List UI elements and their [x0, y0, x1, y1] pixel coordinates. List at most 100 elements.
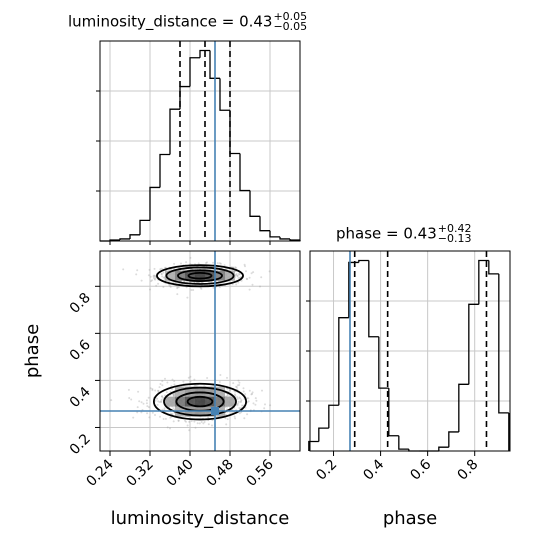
scatter-point: [238, 407, 241, 409]
scatter-point: [252, 402, 255, 405]
title-plus: +0.42: [437, 222, 472, 235]
scatter-point: [160, 401, 163, 403]
scatter-point: [137, 390, 140, 393]
scatter-point: [238, 384, 241, 386]
scatter-point: [250, 272, 253, 275]
scatter-point: [185, 261, 188, 264]
scatter-point: [145, 402, 148, 405]
scatter-point: [196, 422, 199, 425]
xlabel-luminosity-distance: luminosity_distance: [111, 508, 290, 529]
scatter-point: [173, 383, 176, 386]
density-cell: [205, 386, 215, 397]
scatter-point: [159, 415, 161, 418]
scatter-point: [251, 391, 254, 394]
scatter-point: [259, 285, 261, 288]
scatter-point: [224, 267, 227, 270]
ytick-label-phase: 0.4: [67, 384, 94, 411]
scatter-point: [198, 422, 201, 425]
scatter-point: [235, 385, 238, 388]
scatter-point: [238, 273, 240, 275]
scatter-point: [161, 395, 164, 398]
scatter-point: [152, 276, 155, 279]
scatter-point: [190, 420, 193, 422]
scatter-point: [235, 283, 238, 286]
scatter-point: [176, 293, 179, 296]
hist-phase-bin: [488, 260, 499, 275]
scatter-point: [250, 393, 253, 396]
scatter-point: [235, 386, 238, 389]
scatter-point: [238, 381, 241, 384]
density-cell: [215, 396, 225, 407]
scatter-point: [146, 412, 149, 415]
scatter-point: [210, 280, 213, 283]
scatter-point: [193, 420, 196, 423]
scatter-point: [154, 414, 156, 416]
scatter-point: [162, 286, 165, 288]
scatter-point: [236, 275, 239, 277]
scatter-point: [158, 401, 161, 404]
ticks-layer: 0.24 0.32 0.40 0.48 0.56 0.2 0.4 0.6 0.8 0.2 0.4 0.…: [67, 90, 482, 490]
scatter-point: [254, 403, 257, 406]
xtick-label-luminosity-distance: 0.40: [163, 457, 196, 490]
title-plus: +0.05: [273, 10, 308, 23]
title-name: phase: [336, 224, 382, 243]
hist-luminosity-distance-bin: [179, 85, 190, 110]
scatter-point: [173, 394, 175, 397]
hist-phase-bin: [308, 440, 319, 451]
scatter-point: [251, 283, 254, 286]
hist-luminosity-distance-bin: [239, 153, 250, 192]
scatter-point: [237, 400, 240, 403]
contour-line: [186, 395, 214, 408]
title-name: luminosity_distance: [68, 12, 217, 31]
scatter-point: [223, 264, 226, 267]
scatter-point: [148, 268, 151, 271]
scatter-point: [163, 407, 166, 410]
scatter-point: [245, 270, 247, 273]
scatter-point: [252, 271, 255, 274]
hist-phase-bin: [328, 404, 339, 429]
scatter-point: [240, 279, 243, 282]
hist-phase-bin: [448, 431, 459, 448]
scatter-point: [136, 269, 139, 272]
scatter-point: [160, 273, 163, 276]
scatter-point: [237, 277, 240, 279]
scatter-point: [216, 262, 219, 265]
scatter-point: [147, 396, 150, 399]
xtick-label-phase: 0.6: [407, 456, 434, 483]
scatter-point: [261, 389, 263, 392]
scatter-point: [122, 268, 125, 271]
scatter-point: [153, 267, 156, 270]
scatter-point: [158, 386, 161, 389]
scatter-point: [154, 389, 157, 392]
ytick-label-phase: 0.8: [67, 290, 94, 317]
scatter-point: [236, 384, 239, 387]
density-cell: [215, 270, 225, 281]
scatter-point: [254, 397, 257, 400]
scatter-point: [242, 390, 245, 393]
scatter-point: [171, 413, 174, 416]
scatter-point: [154, 278, 157, 281]
density-cell: [165, 396, 175, 407]
xtick-label-phase: 0.8: [454, 457, 481, 484]
scatter-point: [176, 286, 179, 289]
scatter-point: [246, 278, 249, 281]
scatter-point: [168, 284, 171, 287]
scatter-point: [177, 419, 180, 422]
scatter-point: [219, 262, 222, 265]
contour-line: [177, 269, 223, 283]
scatter-point: [219, 374, 222, 376]
hist-phase-bin: [498, 273, 509, 414]
scatter-point: [236, 274, 239, 277]
contour-line: [165, 266, 235, 285]
scatter-point: [147, 274, 150, 277]
hist-luminosity-distance-bin: [219, 78, 230, 111]
xtick-label-phase: 0.2: [313, 457, 340, 484]
xlabel-phase: phase: [383, 508, 437, 529]
scatter-point: [218, 262, 221, 265]
scatter-point: [264, 403, 266, 406]
scatter-point: [226, 418, 229, 421]
scatter-point: [150, 280, 153, 283]
scatter-point: [238, 273, 241, 276]
density-cell: [205, 270, 215, 281]
hist-luminosity-distance-bin: [199, 49, 210, 58]
